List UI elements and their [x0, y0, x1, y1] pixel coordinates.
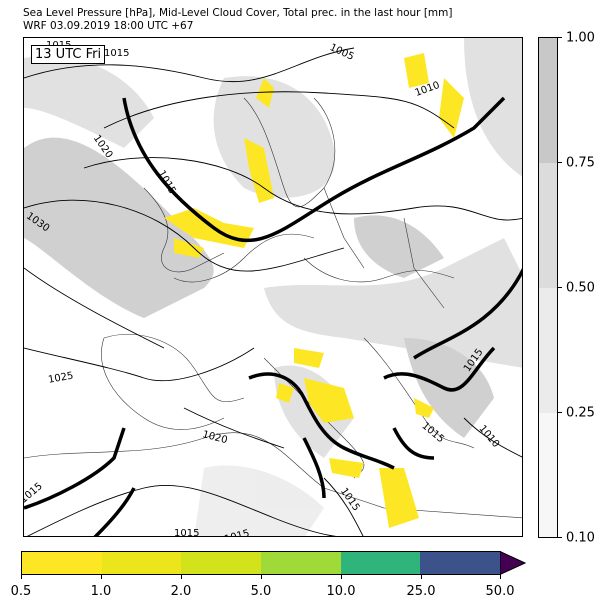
forecast-time-label: 13 UTC Fri: [31, 45, 106, 64]
precip-tick-label: 25.0: [406, 584, 436, 599]
cloud-tick-label: 0.75: [566, 155, 595, 171]
precip-tick-label: 0.5: [10, 584, 32, 599]
precip-tick: [261, 575, 262, 579]
thick-contours: [24, 96, 522, 536]
map-title: Sea Level Pressure [hPa], Mid-Level Clou…: [23, 7, 453, 19]
cloud-tick-label: 1.00: [566, 30, 595, 46]
cloud-tick-label: 0.25: [566, 405, 595, 421]
isobar-label: 1015: [104, 48, 129, 59]
precip-tick: [341, 575, 342, 579]
cloud-tick: [558, 537, 562, 538]
precip-color-segment: [22, 552, 102, 574]
precip-color-segment: [420, 552, 501, 574]
coastlines: [24, 97, 522, 519]
isobar-label: 1015: [174, 528, 199, 537]
isobar-label: 1015: [223, 528, 250, 537]
precip-tick: [181, 575, 182, 579]
precip-tick: [500, 575, 501, 579]
precip-tick: [21, 575, 22, 579]
cloud-color-segment: [539, 38, 557, 163]
precip-tick-label: 10.0: [326, 584, 356, 599]
cloud-tick: [558, 162, 562, 163]
cloud-cover-colorbar: [538, 37, 558, 538]
precip-tick: [101, 575, 102, 579]
weather-map: 1005 1010 1015 1015 1020 1030 1025 1020 …: [23, 37, 523, 537]
precip-tick-label: 1.0: [90, 584, 112, 599]
isobar-label: 1025: [47, 371, 74, 386]
map-subtitle: WRF 03.09.2019 18:00 UTC +67: [23, 20, 194, 32]
precip-tick-label: 2.0: [170, 584, 192, 599]
isobar-label: 1015: [155, 169, 177, 197]
isobars: [24, 47, 522, 536]
isobar-label: 1010: [476, 423, 501, 450]
cloud-color-segment: [539, 413, 557, 537]
precip-color-segment: [181, 552, 262, 574]
precip-tick: [421, 575, 422, 579]
isobar-label: 1015: [338, 486, 362, 513]
precipitation-layer: [164, 53, 464, 528]
colorbar-extend-arrow: [500, 551, 526, 575]
cloud-tick: [558, 37, 562, 38]
cloud-tick: [558, 412, 562, 413]
cloud-tick: [558, 287, 562, 288]
precipitation-colorbar: [21, 551, 501, 575]
isobar-label: 1020: [201, 429, 228, 446]
map-layers: 1005 1010 1015 1015 1020 1030 1025 1020 …: [24, 38, 522, 537]
precip-color-segment: [261, 552, 341, 574]
precip-color-segment: [340, 552, 421, 574]
cloud-color-segment: [539, 163, 557, 288]
precip-color-segment: [101, 552, 182, 574]
isobar-label: 1015: [419, 420, 446, 445]
precip-tick-label: 5.0: [250, 584, 272, 599]
cloud-color-segment: [539, 288, 557, 413]
precip-tick-label: 50.0: [485, 584, 515, 599]
isobar-label: 1005: [328, 42, 356, 63]
cloud-tick-label: 0.50: [566, 280, 595, 296]
cloud-tick-label: 0.10: [566, 530, 595, 546]
